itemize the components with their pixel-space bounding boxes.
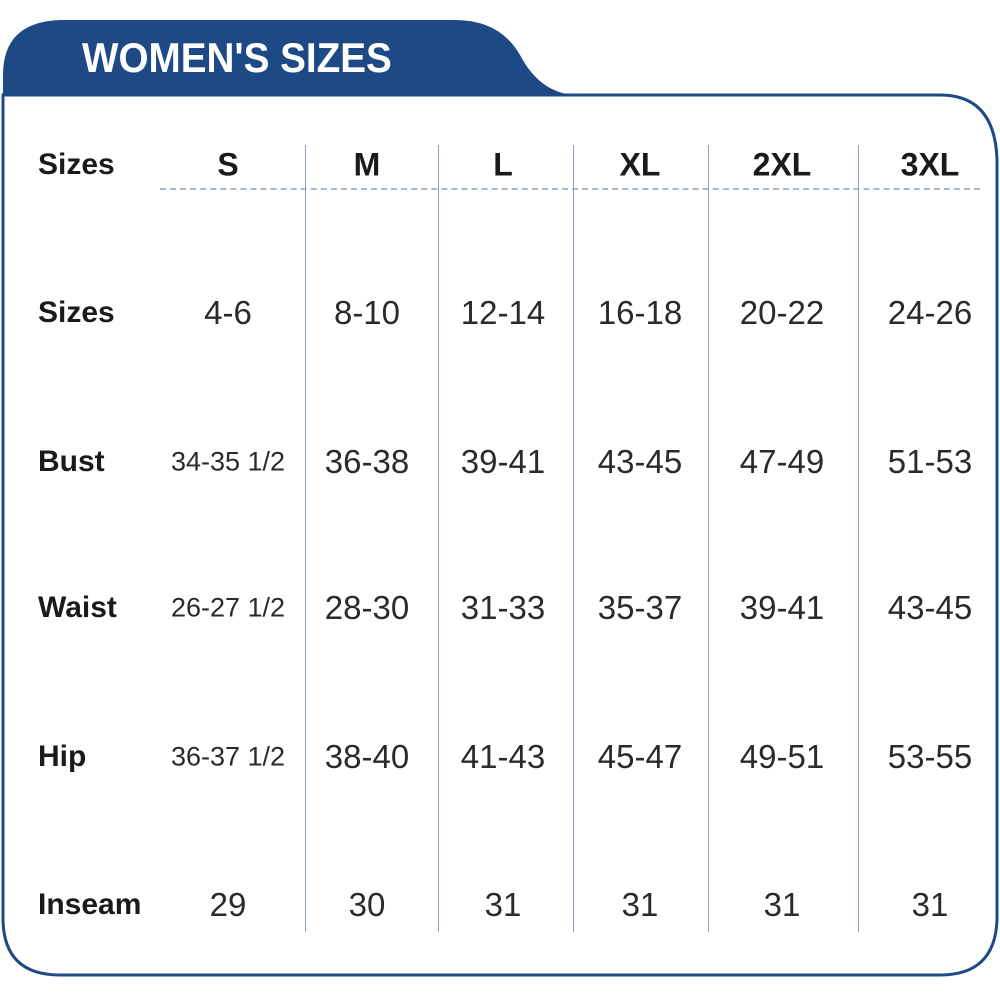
table-cell: 31 <box>484 886 522 923</box>
column-header: 2XL <box>752 146 812 183</box>
table-cell: 12-14 <box>460 294 546 331</box>
header-divider <box>160 188 980 190</box>
table-cell: 24-26 <box>887 294 973 331</box>
column-header: L <box>493 146 513 183</box>
column-header: S <box>217 146 239 183</box>
table-cell: 36-38 <box>324 443 410 480</box>
column-header: XL <box>619 146 661 183</box>
table-cell: 39-41 <box>460 443 546 480</box>
table-cell: 41-43 <box>460 738 546 775</box>
table-cell: 49-51 <box>739 738 825 775</box>
table-border <box>1 93 999 977</box>
table-cell: 31 <box>911 886 949 923</box>
table-cell: 36-37 1/2 <box>170 741 286 772</box>
row-label: Sizes <box>38 296 115 329</box>
table-cell: 47-49 <box>739 443 825 480</box>
page-title: WOMEN'S SIZES <box>82 34 392 81</box>
row-label: Inseam <box>38 888 142 921</box>
header-label: Sizes <box>38 148 115 181</box>
table-cell: 30 <box>348 886 386 923</box>
row-label: Waist <box>38 591 117 624</box>
column-header: 3XL <box>900 146 960 183</box>
table-cell: 34-35 1/2 <box>170 446 286 477</box>
table-cell: 39-41 <box>739 589 825 626</box>
title-tab <box>3 20 575 95</box>
table-cell: 20-22 <box>739 294 825 331</box>
table-cell: 38-40 <box>324 738 410 775</box>
row-label: Hip <box>38 740 87 773</box>
column-divider <box>573 145 574 932</box>
table-cell: 26-27 1/2 <box>170 592 286 623</box>
column-divider <box>438 145 439 932</box>
table-cell: 16-18 <box>597 294 683 331</box>
table-cell: 51-53 <box>887 443 973 480</box>
table-cell: 35-37 <box>597 589 683 626</box>
table-cell: 53-55 <box>887 738 973 775</box>
table-cell: 31 <box>621 886 659 923</box>
table-cell: 28-30 <box>324 589 410 626</box>
column-divider <box>858 145 859 932</box>
table-cell: 43-45 <box>887 589 973 626</box>
column-divider <box>305 145 306 932</box>
table-cell: 31 <box>763 886 801 923</box>
column-header: M <box>353 146 381 183</box>
table-cell: 4-6 <box>204 294 252 331</box>
row-label: Bust <box>38 445 105 478</box>
table-cell: 45-47 <box>597 738 683 775</box>
column-divider <box>708 145 709 932</box>
table-cell: 31-33 <box>460 589 546 626</box>
table-cell: 29 <box>209 886 247 923</box>
table-cell: 43-45 <box>597 443 683 480</box>
table-cell: 8-10 <box>333 294 401 331</box>
